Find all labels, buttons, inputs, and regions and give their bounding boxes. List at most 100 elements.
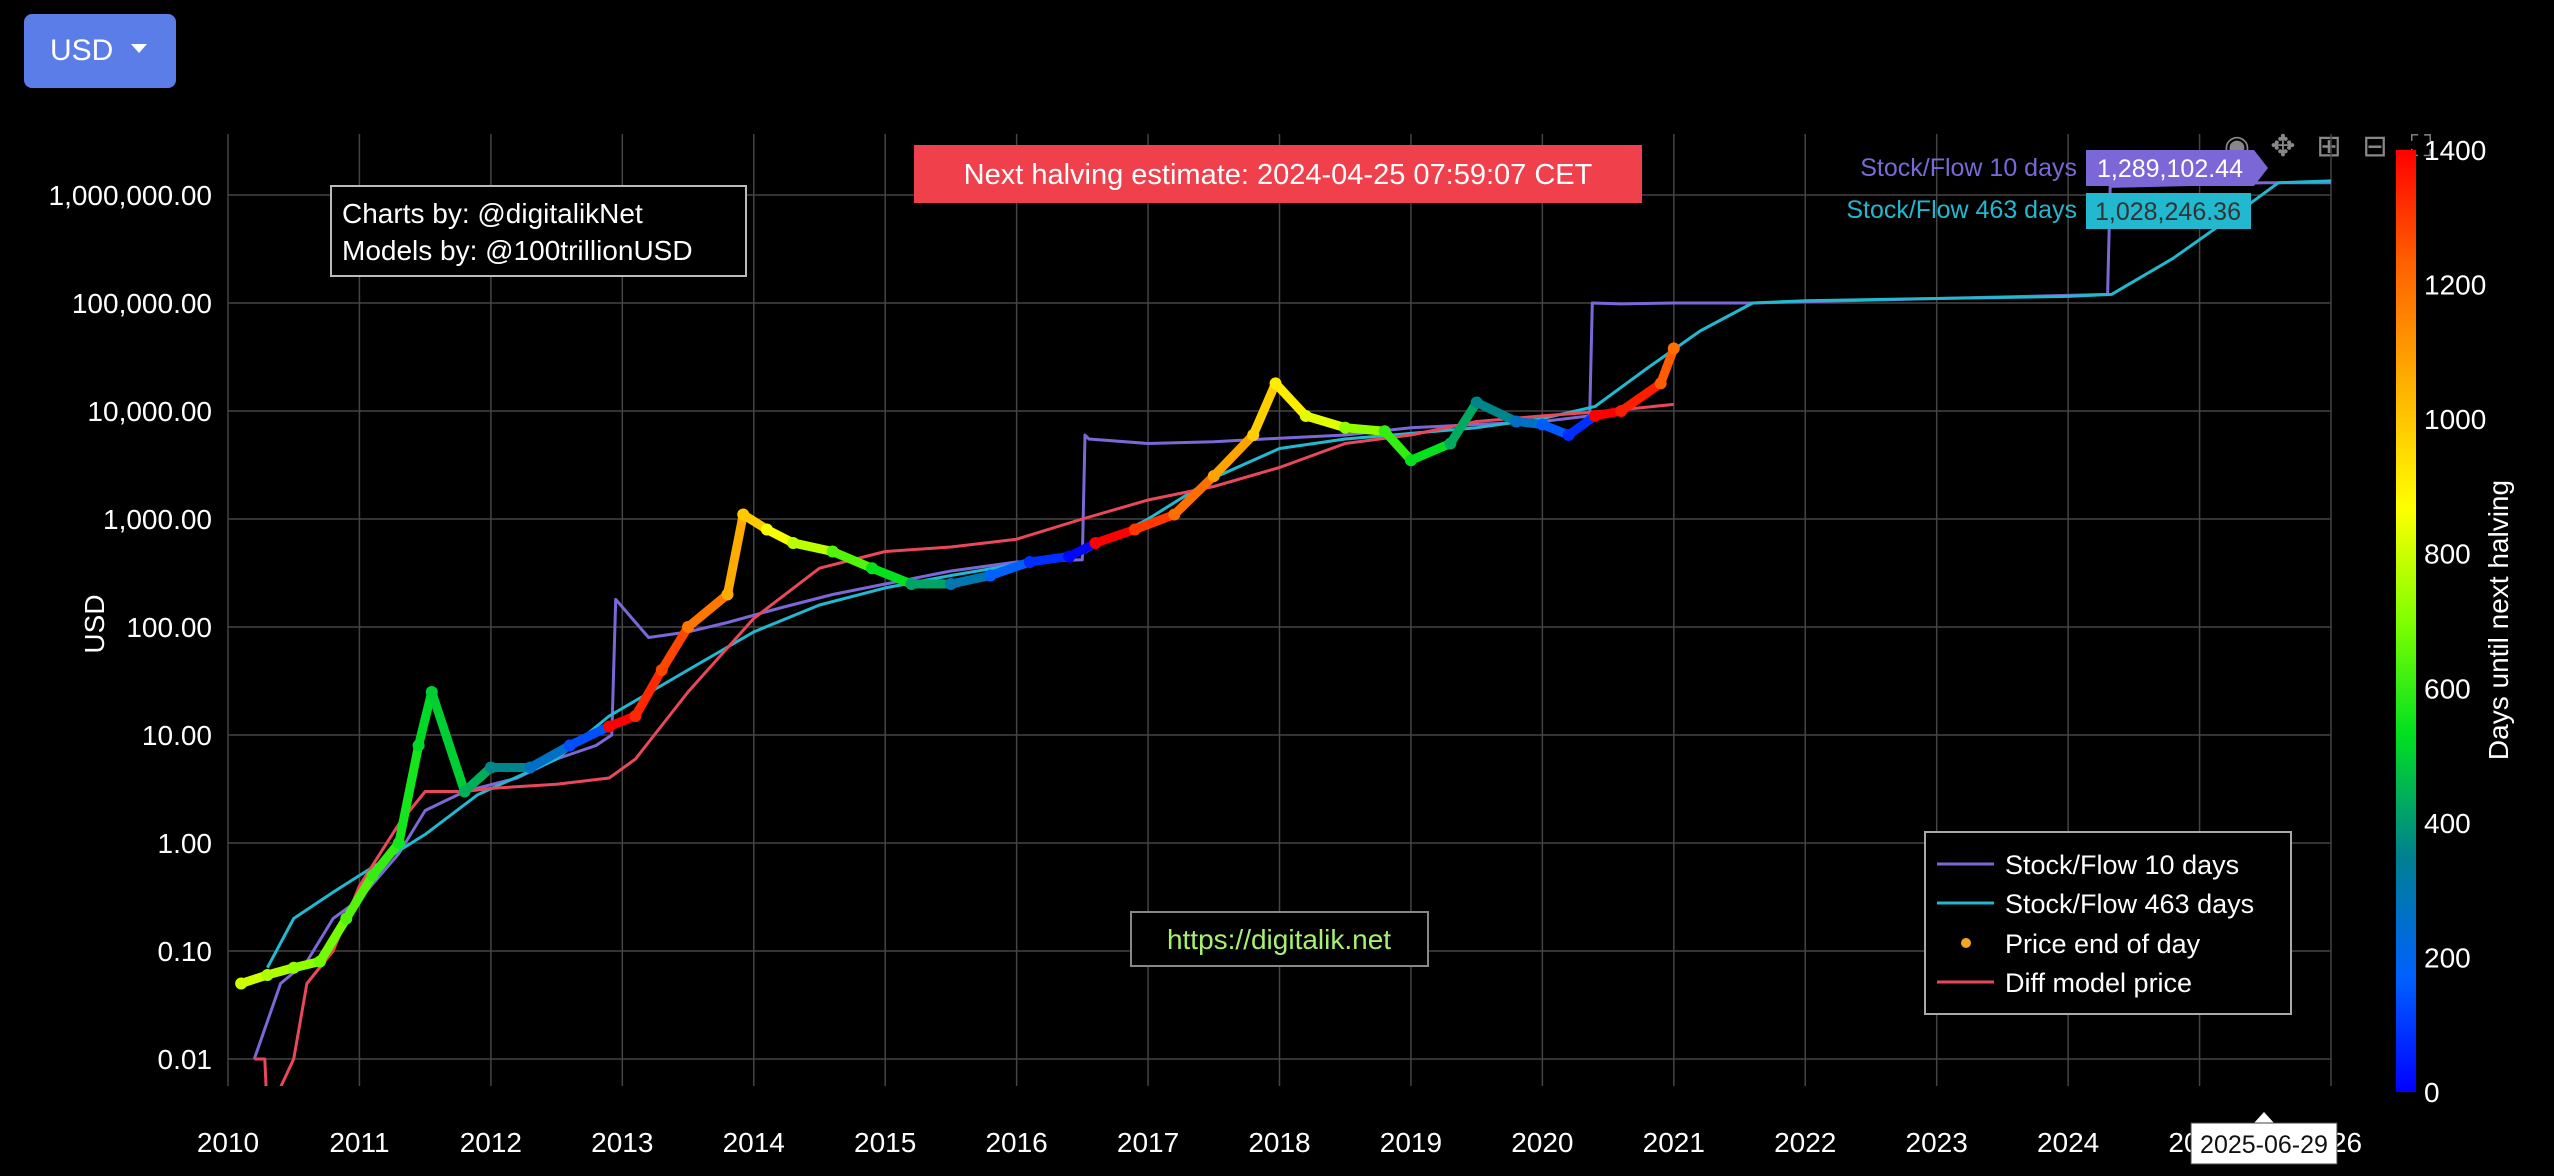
colorbar-tick-label: 400 xyxy=(2424,808,2471,839)
colorbar-tick-label: 1200 xyxy=(2424,270,2486,301)
price-segment xyxy=(946,570,995,589)
chevron-down-icon xyxy=(131,43,148,53)
price-segment xyxy=(1130,510,1179,534)
price-point xyxy=(563,739,576,752)
price-segment xyxy=(867,563,916,589)
x-tick-label: 2017 xyxy=(1117,1127,1179,1158)
x-tick-label: 2016 xyxy=(985,1127,1047,1158)
x-tick-label: 2010 xyxy=(197,1127,259,1158)
price-point xyxy=(1168,508,1181,521)
legend-label-sf10: Stock/Flow 10 days xyxy=(2005,850,2239,880)
currency-label: USD xyxy=(50,34,114,67)
colorbar-tick-label: 200 xyxy=(2424,942,2471,973)
legend-item-sf463[interactable]: Stock/Flow 463 days xyxy=(1937,889,2254,919)
price-segment xyxy=(828,547,877,573)
price-segment xyxy=(1380,426,1416,465)
price-point xyxy=(1404,454,1417,467)
price-segment xyxy=(427,687,470,796)
price-segment xyxy=(414,687,437,750)
price-point xyxy=(1667,342,1680,355)
price-point xyxy=(1269,377,1282,390)
price-point xyxy=(866,562,879,575)
price-point xyxy=(944,578,957,591)
x-tick-label: 2021 xyxy=(1643,1127,1705,1158)
price-point xyxy=(984,569,997,582)
price-segment xyxy=(985,557,1035,580)
price-segment xyxy=(1209,430,1258,481)
zoom-in-icon[interactable]: ⊞ xyxy=(2316,130,2342,163)
x-tick-label: 2012 xyxy=(460,1127,522,1158)
price-point xyxy=(721,588,734,601)
credits-charts: Charts by: @digitalikNet xyxy=(342,198,643,229)
x-tick-label: 2015 xyxy=(854,1127,916,1158)
price-point xyxy=(340,912,353,925)
pan-icon[interactable]: ✥ xyxy=(2270,130,2296,163)
currency-dropdown[interactable]: USD xyxy=(24,14,176,88)
hover-sf463: Stock/Flow 463 days 1,028,246.36 xyxy=(1846,193,2251,229)
price-segment xyxy=(722,510,748,599)
y-axis-label: USD xyxy=(79,594,110,653)
series-line-0 xyxy=(252,181,2331,1060)
price-point xyxy=(760,523,773,536)
y-tick-label: 1,000,000.00 xyxy=(49,180,213,211)
price-segment xyxy=(565,721,614,750)
legend: Stock/Flow 10 days Stock/Flow 463 days P… xyxy=(1924,831,2292,1015)
colorbar-ticks: 0 200 400 600 800 1000 1200 1400 xyxy=(2424,135,2486,1108)
hover-sf463-value: 1,028,246.36 xyxy=(2095,198,2241,226)
price-point xyxy=(366,869,379,882)
y-tick-label: 10,000.00 xyxy=(87,396,212,427)
y-tick-label: 0.10 xyxy=(158,936,213,967)
price-segment xyxy=(1616,378,1666,416)
price-point xyxy=(1128,523,1141,536)
watermark-link[interactable]: https://digitalik.net xyxy=(1167,924,1391,955)
price-segment xyxy=(368,838,404,881)
price-segment xyxy=(315,913,351,966)
legend-item-sf10[interactable]: Stock/Flow 10 days xyxy=(1937,850,2239,880)
price-segment xyxy=(1340,423,1390,436)
colorbar-tick-label: 1400 xyxy=(2424,135,2486,166)
series-layer xyxy=(235,179,2331,1086)
series-line-1 xyxy=(266,179,2331,969)
price-segment xyxy=(1169,471,1219,520)
price-point xyxy=(629,709,642,722)
price-segment xyxy=(394,740,424,848)
price-point xyxy=(235,977,248,990)
y-tick-label: 100.00 xyxy=(126,612,212,643)
colorbar-title: Days until next halving xyxy=(2483,480,2514,760)
price-point xyxy=(425,686,438,699)
x-tick-label: 2024 xyxy=(2037,1127,2099,1158)
y-tick-label: 100,000.00 xyxy=(72,288,212,319)
x-tick-label: 2022 xyxy=(1774,1127,1836,1158)
price-segment xyxy=(1301,411,1350,433)
credits-box xyxy=(330,185,747,277)
price-point xyxy=(905,578,918,591)
price-point xyxy=(287,961,300,974)
price-segment xyxy=(525,740,575,773)
price-segment xyxy=(1472,397,1521,426)
price-point xyxy=(655,663,668,676)
credits-models: Models by: @100trillionUSD xyxy=(342,235,693,266)
x-tick-label: 2019 xyxy=(1380,1127,1442,1158)
price-segment xyxy=(1090,524,1140,548)
price-segment xyxy=(1248,378,1281,440)
price-point xyxy=(1247,428,1260,441)
zoom-out-icon[interactable]: ⊟ xyxy=(2362,130,2388,163)
price-segment xyxy=(1406,439,1455,465)
price-point xyxy=(1378,425,1391,438)
legend-item-diff[interactable]: Diff model price xyxy=(1937,968,2192,998)
x-tick-label: 2018 xyxy=(1248,1127,1310,1158)
price-point xyxy=(314,955,327,968)
series-line-2 xyxy=(254,402,1674,1086)
price-point xyxy=(826,545,839,558)
colorbar-tick-label: 600 xyxy=(2424,673,2471,704)
legend-swatch-price xyxy=(1961,938,1971,948)
colorbar-tick-label: 0 xyxy=(2424,1077,2440,1108)
y-tick-label: 1,000.00 xyxy=(103,504,212,535)
hover-sf10: Stock/Flow 10 days 1,289,102.44 xyxy=(1860,150,2268,186)
price-point xyxy=(1339,421,1352,434)
price-segment xyxy=(341,871,378,923)
price-point xyxy=(1470,396,1483,409)
price-segment xyxy=(683,589,732,632)
legend-item-price[interactable]: Price end of day xyxy=(1961,929,2201,959)
